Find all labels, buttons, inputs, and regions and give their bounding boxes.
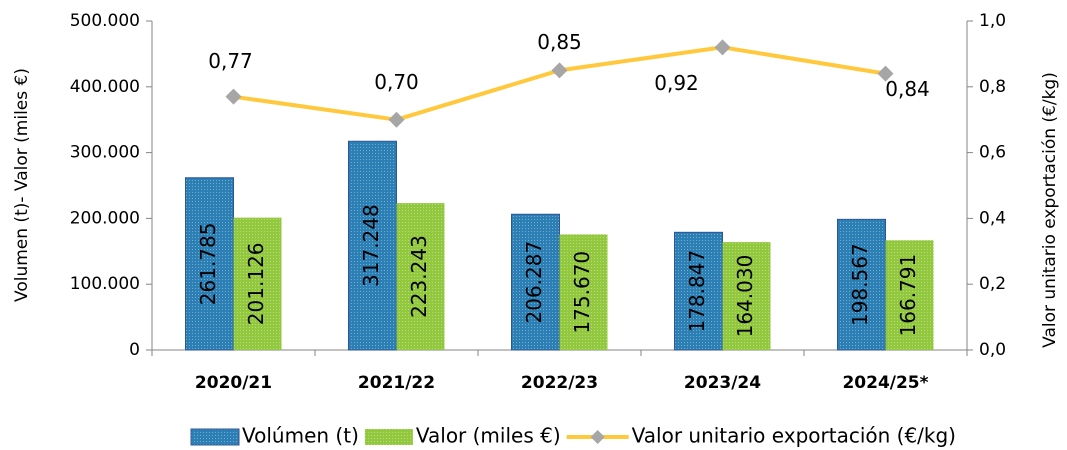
data-label: 0,70 bbox=[374, 70, 419, 94]
data-label: 261.785 bbox=[196, 223, 220, 306]
y2-tick-label: 1,0 bbox=[979, 11, 1006, 31]
x-tick-label: 2023/24 bbox=[684, 373, 761, 393]
legend-label: Volúmen (t) bbox=[242, 424, 359, 448]
data-label: 201.126 bbox=[244, 242, 268, 325]
y2-tick-label: 0,2 bbox=[979, 274, 1006, 294]
data-label: 0,84 bbox=[885, 77, 930, 101]
legend-marker bbox=[590, 430, 605, 444]
data-label: 166.791 bbox=[896, 254, 920, 337]
marker bbox=[225, 88, 242, 105]
bar bbox=[674, 231, 723, 351]
y-tick-label: 400.000 bbox=[70, 77, 140, 97]
line bbox=[233, 45, 886, 122]
y2-tick-label: 0,0 bbox=[979, 340, 1006, 360]
y2-tick-label: 0,8 bbox=[979, 77, 1006, 97]
data-label: 0,85 bbox=[537, 30, 582, 54]
data-label: 164.030 bbox=[733, 255, 757, 338]
legend-swatch bbox=[364, 429, 413, 445]
y2-tick-label: 0,4 bbox=[979, 208, 1006, 228]
bar bbox=[885, 240, 934, 350]
y-tick-label: 500.000 bbox=[70, 11, 140, 31]
legend-swatch bbox=[190, 428, 240, 446]
y-tick-label: 100.000 bbox=[70, 274, 140, 294]
y2-axis-title: Valor unitario exportación (€/kg) bbox=[1040, 72, 1060, 348]
x-tick-label: 2021/22 bbox=[358, 373, 435, 393]
marker bbox=[877, 65, 894, 82]
bar bbox=[233, 217, 282, 350]
data-label: 0,92 bbox=[654, 71, 699, 95]
data-label: 0,77 bbox=[208, 49, 253, 73]
bar bbox=[511, 213, 560, 351]
data-label: 223.243 bbox=[407, 235, 431, 318]
x-tick-label: 2020/21 bbox=[195, 373, 272, 393]
bar bbox=[837, 218, 886, 351]
y2-tick-label: 0,6 bbox=[979, 143, 1006, 163]
bar bbox=[559, 234, 608, 350]
legend: Volúmen (t) Valor (miles €) Valor unitario… bbox=[190, 424, 956, 448]
y-tick-label: 200.000 bbox=[70, 208, 140, 228]
y-tick-label: 300.000 bbox=[70, 143, 140, 163]
bar bbox=[722, 242, 771, 350]
y-axis-title: Volumen (t)- Valor (miles €) bbox=[12, 68, 32, 302]
data-label: 178.847 bbox=[685, 250, 709, 333]
marker bbox=[388, 111, 405, 128]
bar bbox=[396, 203, 445, 350]
x-tick-label: 2024/25* bbox=[842, 373, 928, 393]
data-label: 206.287 bbox=[522, 241, 546, 324]
x-tick-label: 2022/23 bbox=[521, 373, 598, 393]
data-label: 175.670 bbox=[570, 251, 594, 334]
legend-label: Valor unitario exportación (€/kg) bbox=[632, 424, 956, 448]
data-label: 198.567 bbox=[848, 243, 872, 326]
marker bbox=[714, 39, 731, 56]
marker bbox=[551, 62, 568, 79]
data-label: 317.248 bbox=[359, 204, 383, 287]
y-tick-label: 0 bbox=[129, 340, 140, 360]
legend-label: Valor (miles €) bbox=[416, 424, 561, 448]
